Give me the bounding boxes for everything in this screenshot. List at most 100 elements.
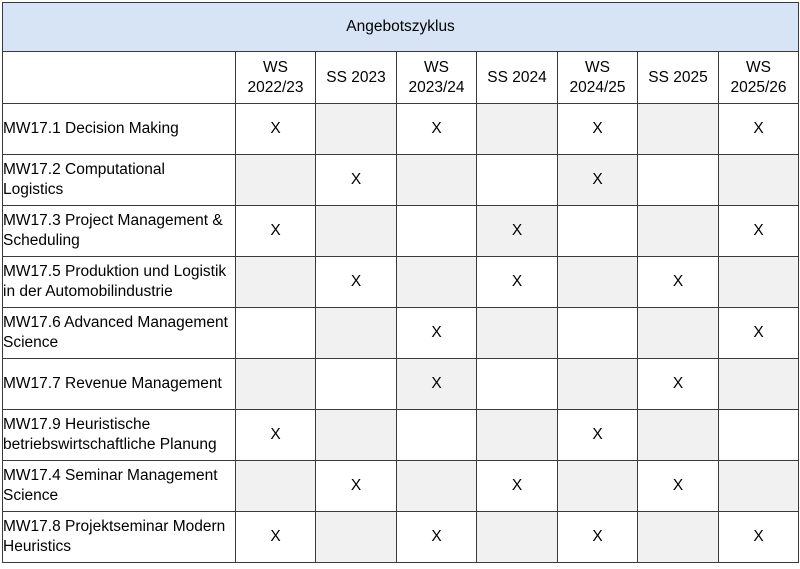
offering-mark-cell xyxy=(557,307,638,359)
offering-mark-cell xyxy=(476,154,558,206)
column-header-line1: WS xyxy=(746,58,772,76)
offering-mark-cell xyxy=(315,358,397,410)
column-header-line1: SS 2023 xyxy=(326,68,386,86)
offering-mark-cell: X xyxy=(476,256,558,308)
offering-mark-cell: X xyxy=(396,307,477,359)
module-name-line2: in der Automobilindustrie xyxy=(3,283,173,300)
offering-mark-cell: X xyxy=(717,511,800,563)
offering-mark-cell xyxy=(235,460,316,512)
column-header-line2: 2023/24 xyxy=(408,78,465,96)
table-row: MW17.8 Projektseminar Modern Heuristics X X… xyxy=(2,511,800,563)
table-row: MW17.5 Produktion und Logistik in der Aut… xyxy=(2,256,800,308)
module-name-line1: MW17.1 Decision Making xyxy=(3,120,179,137)
module-name-line2: Science xyxy=(3,334,59,351)
offering-mark-cell: X xyxy=(235,409,316,461)
column-header-row: WS 2022/23 SS 2023 WS 2023/24 SS 2024 WS 2024/2… xyxy=(2,51,800,104)
offering-mark-cell xyxy=(396,256,477,308)
offering-mark-cell: X xyxy=(637,460,719,512)
module-name-line2: Logistics xyxy=(3,181,64,198)
module-name-line2: betriebswirtschaftliche Planung xyxy=(3,436,217,453)
offering-mark-cell xyxy=(637,103,719,155)
module-name-cell: MW17.1 Decision Making xyxy=(2,103,236,155)
offering-mark-cell: X xyxy=(557,511,638,563)
module-name-cell: MW17.5 Produktion und Logistik in der Aut… xyxy=(2,256,236,308)
offering-mark-cell: X xyxy=(235,103,316,155)
column-header-line2: 2022/23 xyxy=(247,78,304,96)
offering-mark-cell: X xyxy=(637,358,719,410)
column-header-3: SS 2024 xyxy=(476,51,558,104)
offering-mark-cell xyxy=(637,205,719,257)
offering-mark-cell xyxy=(557,205,638,257)
module-name-cell: MW17.6 Advanced Management Science xyxy=(2,307,236,359)
module-name-line2: Heuristics xyxy=(3,538,72,555)
column-header-5: SS 2025 xyxy=(637,51,719,104)
offering-mark-cell: X xyxy=(235,511,316,563)
offering-mark-cell xyxy=(396,460,477,512)
offering-mark-cell xyxy=(315,307,397,359)
offering-mark-cell xyxy=(637,307,719,359)
table-row: MW17.3 Project Management & Scheduling X X X xyxy=(2,205,800,257)
column-header-line1: SS 2024 xyxy=(487,68,547,86)
offering-mark-cell xyxy=(476,511,558,563)
offering-mark-cell xyxy=(476,307,558,359)
table-row: MW17.1 Decision Making X X X X xyxy=(2,103,800,155)
offering-mark-cell: X xyxy=(557,409,638,461)
offering-mark-cell: X xyxy=(315,154,397,206)
offering-mark-cell: X xyxy=(717,103,800,155)
offering-mark-cell xyxy=(476,358,558,410)
column-header-line1: SS 2025 xyxy=(648,68,708,86)
offering-mark-cell xyxy=(637,409,719,461)
offering-mark-cell xyxy=(557,358,638,410)
module-name-line1: MW17.3 Project Management & xyxy=(3,212,223,229)
column-header-1: SS 2023 xyxy=(315,51,397,104)
offering-mark-cell: X xyxy=(637,256,719,308)
module-name-line1: MW17.2 Computational xyxy=(3,161,165,178)
offering-mark-cell xyxy=(557,460,638,512)
offering-mark-cell xyxy=(717,409,800,461)
offering-mark-cell xyxy=(717,358,800,410)
column-header-line2: 2025/26 xyxy=(730,78,787,96)
offering-mark-cell: X xyxy=(315,256,397,308)
offering-mark-cell xyxy=(315,409,397,461)
offering-mark-cell xyxy=(476,409,558,461)
offering-mark-cell: X xyxy=(396,358,477,410)
offering-mark-cell: X xyxy=(476,205,558,257)
offering-mark-cell xyxy=(637,154,719,206)
table-row: MW17.9 Heuristische betriebswirtschaftlic… xyxy=(2,409,800,461)
offering-mark-cell xyxy=(315,103,397,155)
module-name-cell: MW17.9 Heuristische betriebswirtschaftlic… xyxy=(2,409,236,461)
module-name-line1: MW17.4 Seminar Management xyxy=(3,467,218,484)
offering-mark-cell xyxy=(557,256,638,308)
module-name-line2: Scheduling xyxy=(3,232,80,249)
offering-mark-cell: X xyxy=(557,154,638,206)
offering-mark-cell: X xyxy=(476,460,558,512)
offering-mark-cell xyxy=(315,511,397,563)
offering-mark-cell: X xyxy=(235,205,316,257)
column-header-0: WS 2022/23 xyxy=(235,51,316,104)
table-row: MW17.4 Seminar Management Science X X X xyxy=(2,460,800,512)
table-row: MW17.6 Advanced Management Science X X xyxy=(2,307,800,359)
offering-mark-cell: X xyxy=(396,511,477,563)
offering-mark-cell xyxy=(315,205,397,257)
module-name-cell: MW17.2 Computational Logistics xyxy=(2,154,236,206)
offering-mark-cell xyxy=(717,256,800,308)
offering-mark-cell: X xyxy=(717,205,800,257)
offering-mark-cell xyxy=(637,511,719,563)
column-header-6: WS 2025/26 xyxy=(717,51,800,104)
module-name-cell: MW17.4 Seminar Management Science xyxy=(2,460,236,512)
offering-mark-cell xyxy=(396,409,477,461)
offering-mark-cell xyxy=(396,154,477,206)
offering-mark-cell: X xyxy=(396,103,477,155)
module-name-line1: MW17.7 Revenue Management xyxy=(3,375,222,392)
offering-mark-cell: X xyxy=(557,103,638,155)
offering-mark-cell xyxy=(717,460,800,512)
module-name-cell: MW17.3 Project Management & Scheduling xyxy=(2,205,236,257)
offering-mark-cell xyxy=(476,103,558,155)
offering-mark-cell xyxy=(235,358,316,410)
offering-mark-cell xyxy=(717,154,800,206)
module-name-cell: MW17.7 Revenue Management xyxy=(2,358,236,410)
offering-mark-cell xyxy=(235,307,316,359)
offering-mark-cell xyxy=(235,256,316,308)
table-body: MW17.1 Decision Making X X X X MW17.2 Computa… xyxy=(2,103,800,563)
